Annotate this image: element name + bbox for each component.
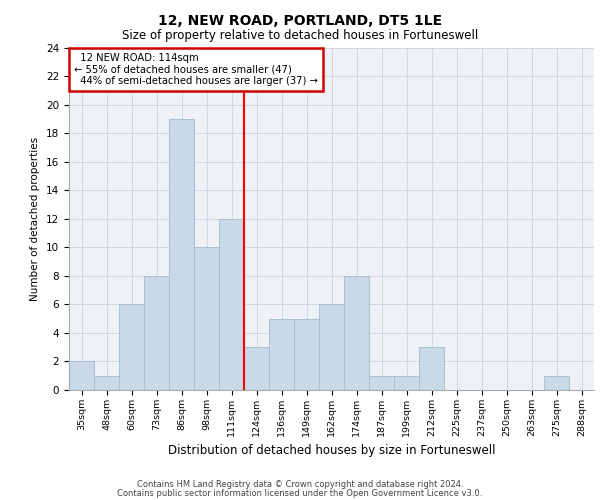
X-axis label: Distribution of detached houses by size in Fortuneswell: Distribution of detached houses by size …	[168, 444, 495, 458]
Bar	[544, 376, 569, 390]
Text: Contains public sector information licensed under the Open Government Licence v3: Contains public sector information licen…	[118, 488, 482, 498]
Bar	[169, 119, 194, 390]
Bar	[144, 276, 169, 390]
Bar	[369, 376, 394, 390]
Bar	[244, 347, 269, 390]
Bar	[419, 347, 444, 390]
Bar	[119, 304, 144, 390]
Bar	[69, 362, 94, 390]
Bar	[94, 376, 119, 390]
Bar	[194, 248, 219, 390]
Bar	[269, 318, 294, 390]
Bar	[294, 318, 319, 390]
Text: Contains HM Land Registry data © Crown copyright and database right 2024.: Contains HM Land Registry data © Crown c…	[137, 480, 463, 489]
Bar	[394, 376, 419, 390]
Text: Size of property relative to detached houses in Fortuneswell: Size of property relative to detached ho…	[122, 29, 478, 42]
Y-axis label: Number of detached properties: Number of detached properties	[31, 136, 40, 301]
Text: 12, NEW ROAD, PORTLAND, DT5 1LE: 12, NEW ROAD, PORTLAND, DT5 1LE	[158, 14, 442, 28]
Bar	[219, 219, 244, 390]
Bar	[319, 304, 344, 390]
Text: 12 NEW ROAD: 114sqm  
← 55% of detached houses are smaller (47)
  44% of semi-de: 12 NEW ROAD: 114sqm ← 55% of detached ho…	[74, 52, 318, 86]
Bar	[344, 276, 369, 390]
